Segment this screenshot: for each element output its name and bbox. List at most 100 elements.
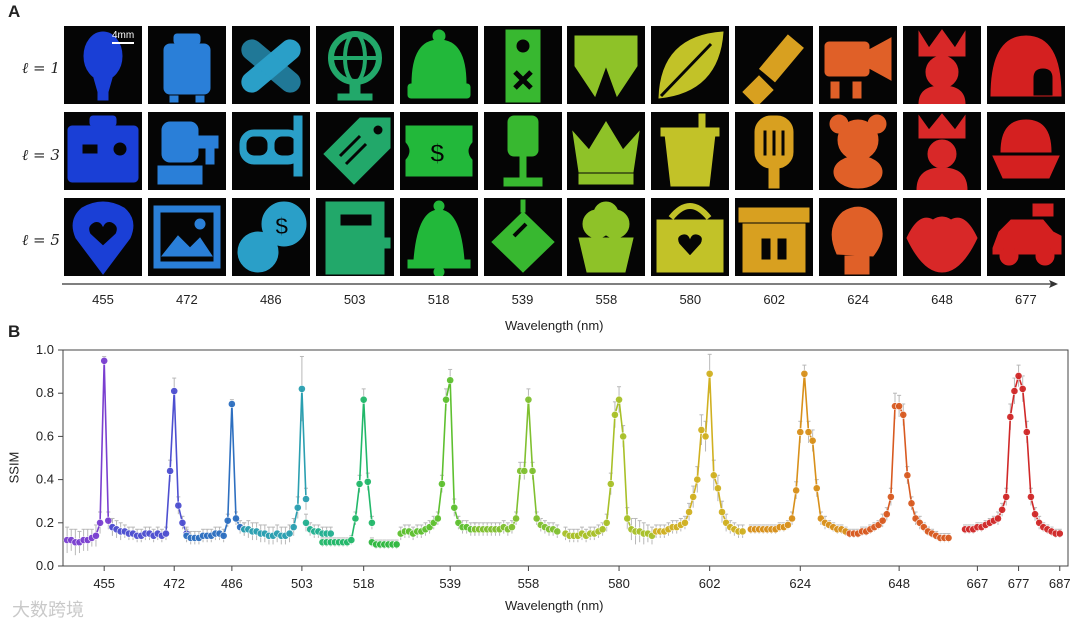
data-point	[899, 410, 908, 419]
wavelength-label: 648	[931, 292, 953, 307]
x-tick-label: 503	[291, 576, 313, 591]
data-point	[685, 508, 693, 516]
sailboat-icon	[992, 119, 1060, 179]
swim-shorts-icon	[574, 35, 638, 98]
boxing-glove-icon	[831, 206, 883, 275]
image-tile	[903, 26, 981, 104]
image-tile: $	[399, 112, 478, 190]
panel-b-letter: B	[8, 322, 21, 341]
data-point	[355, 480, 364, 488]
chart-ylabel: SSIM	[6, 451, 22, 484]
toolbox-icon	[67, 115, 139, 183]
car-icon	[992, 203, 1062, 266]
data-point	[363, 477, 372, 486]
data-point	[166, 467, 174, 475]
wavelength-label: 602	[763, 292, 786, 307]
data-point	[508, 523, 516, 532]
image-tile	[315, 26, 394, 104]
data-point	[293, 503, 302, 512]
notebook-icon	[325, 201, 391, 275]
data-point	[713, 484, 722, 493]
data-point	[92, 531, 100, 540]
data-point	[1022, 428, 1031, 436]
x-tick-label: 558	[518, 576, 540, 591]
series-line	[244, 388, 307, 537]
data-point	[804, 428, 813, 436]
data-point	[450, 503, 459, 512]
series-line	[400, 380, 475, 535]
snorkel-mask-icon	[239, 115, 303, 177]
data-point	[895, 402, 904, 411]
y-tick-label: 1.0	[36, 342, 54, 357]
row-label-l3: ℓ = 3	[22, 146, 60, 164]
image-tile	[483, 26, 562, 104]
row-label-l1: ℓ = 1	[22, 59, 60, 77]
series-line	[67, 360, 114, 544]
image-tile	[483, 112, 562, 190]
teddy-bear-icon	[829, 114, 887, 189]
data-point	[738, 527, 747, 536]
data-point	[297, 384, 306, 393]
data-point	[219, 531, 228, 540]
x-tick-label: 667	[967, 576, 989, 591]
data-point	[792, 486, 801, 495]
data-point	[623, 514, 632, 523]
image-tile	[651, 198, 730, 276]
data-point	[532, 514, 541, 523]
disco-ball-icon	[490, 199, 555, 273]
data-point	[528, 467, 537, 475]
data-point	[796, 428, 805, 436]
scale-bar-label: 4mm	[112, 30, 135, 41]
lips-icon	[906, 216, 978, 273]
projector-icon	[824, 37, 892, 99]
panel-a-letter: A	[8, 2, 21, 21]
data-point	[812, 484, 821, 493]
x-tick-label: 455	[93, 576, 115, 591]
image-tile	[819, 112, 898, 190]
data-point	[944, 534, 953, 542]
data-point	[302, 518, 310, 527]
image-tile	[567, 198, 646, 276]
data-point	[442, 395, 450, 404]
cupcake-icon	[578, 201, 635, 273]
image-tile	[986, 112, 1065, 190]
plot-frame	[62, 349, 1069, 567]
data-point	[359, 395, 368, 404]
panel-a-xlabel: Wavelength (nm)	[505, 318, 604, 333]
data-point	[170, 387, 179, 395]
series-line	[112, 390, 188, 537]
image-tile	[399, 198, 478, 276]
series-line	[474, 399, 558, 533]
image-tile	[567, 112, 646, 190]
image-tile	[567, 26, 646, 104]
data-point	[878, 516, 887, 525]
data-point	[351, 514, 360, 523]
beanie-icon	[407, 29, 471, 99]
data-point	[162, 529, 170, 538]
image-tile	[651, 112, 730, 190]
y-tick-label: 0.4	[36, 472, 54, 487]
data-point	[553, 527, 562, 536]
image-tile: $	[231, 198, 310, 276]
data-point	[903, 471, 912, 480]
x-tick-label: 486	[221, 576, 243, 591]
image-tile	[735, 198, 814, 276]
x-tick-label: 472	[163, 576, 185, 591]
balloon-icon	[83, 31, 123, 101]
data-point	[998, 505, 1006, 514]
data-point	[709, 471, 718, 480]
data-point	[289, 523, 298, 532]
x-tick-label: 624	[789, 576, 811, 591]
heart-pin-icon	[72, 201, 134, 275]
data-point	[788, 514, 796, 523]
data-point	[1055, 529, 1064, 538]
x-tick-label: 518	[353, 576, 375, 591]
data-point	[174, 501, 183, 510]
ticket-icon: $	[405, 125, 473, 177]
data-point	[223, 516, 232, 525]
watermark-text: 大数跨境	[12, 600, 84, 621]
data-point	[1006, 413, 1015, 421]
data-point	[433, 514, 442, 523]
data-point	[446, 376, 455, 385]
